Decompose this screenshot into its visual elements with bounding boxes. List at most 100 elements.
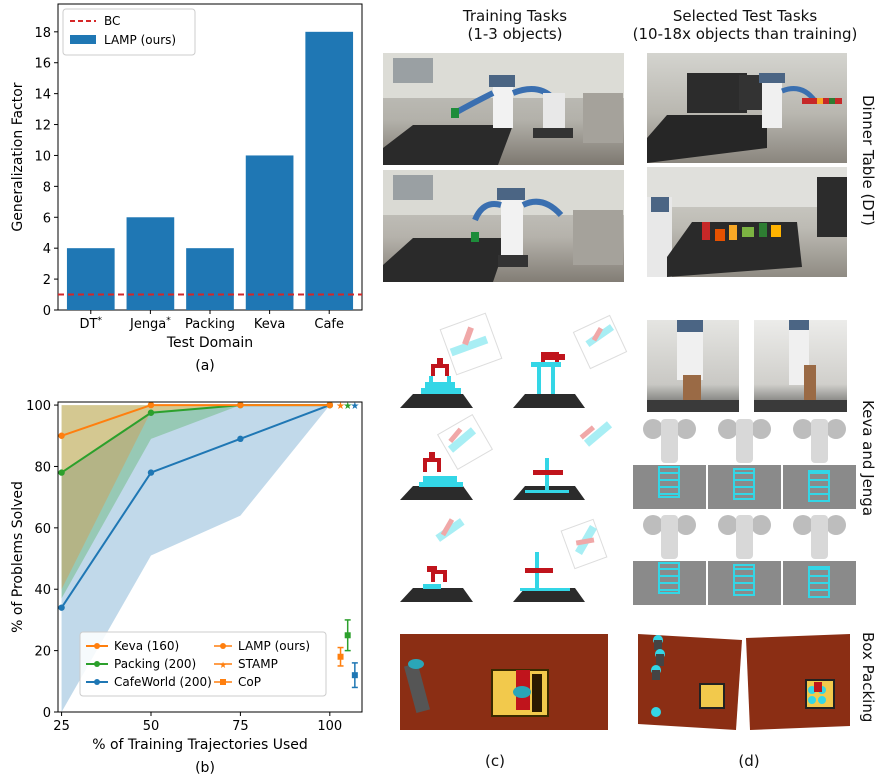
box-packing-test-render-1 — [638, 634, 742, 730]
y-axis-label: Generalization Factor — [10, 82, 26, 231]
robot-torso — [736, 419, 753, 463]
panel-a-caption: (a) — [195, 358, 215, 374]
y-tick-label: 8 — [43, 180, 51, 195]
robot-arm-left — [643, 515, 663, 535]
legend-series-marker — [94, 679, 100, 685]
bar — [245, 155, 294, 310]
keva-structure — [658, 562, 680, 594]
training-tasks-subtitle: (1-3 objects) — [467, 25, 563, 43]
legend-series-marker — [94, 643, 100, 649]
legend-series-label: Packing (200) — [114, 657, 196, 671]
dt-training-photo-2 — [383, 170, 624, 282]
keva-structure — [733, 468, 755, 500]
keva-render-1 — [400, 312, 503, 408]
confidence-band — [61, 405, 330, 590]
keva-test-render-5 — [708, 515, 781, 605]
y-tick-label: 16 — [34, 57, 51, 72]
y-tick-label: 4 — [43, 242, 51, 257]
robot-torso — [661, 419, 678, 463]
x-tick-label: 100 — [317, 719, 342, 734]
keva-training-renders — [400, 312, 628, 602]
robot-arm-right — [826, 515, 846, 535]
robot-torso — [736, 515, 753, 559]
legend-box — [79, 631, 327, 697]
keva-render-3 — [400, 413, 494, 500]
keva-test-renders — [633, 419, 856, 605]
legend-method-marker — [220, 643, 226, 649]
y-tick-label: 2 — [43, 273, 51, 288]
robot-arm-right — [676, 515, 696, 535]
keva-structure — [733, 564, 755, 596]
keva-test-render-4 — [633, 515, 706, 605]
robot-arm-left — [718, 515, 738, 535]
legend-lamp-label: LAMP (ours) — [104, 33, 176, 47]
bar — [66, 248, 115, 310]
panel-d-caption: (d) — [738, 752, 760, 770]
x-tick-label: DT* — [80, 316, 103, 332]
dt-test-photo-2 — [647, 167, 847, 277]
series-line — [60, 404, 331, 609]
cop-marker — [351, 672, 358, 679]
bar — [305, 31, 354, 311]
x-axis-label: Test Domain — [166, 335, 253, 351]
y-tick-label: 10 — [34, 149, 51, 164]
x-tick-label: Packing — [185, 317, 235, 332]
legend-method-label: STAMP — [238, 657, 278, 671]
bar — [126, 217, 175, 310]
box-packing-test-render-2 — [746, 634, 850, 730]
legend-bc-label: BC — [104, 14, 120, 28]
dt-training-photo-1 — [383, 53, 624, 165]
robot-arm-right — [826, 419, 846, 439]
x-tick-label: Keva — [254, 317, 286, 332]
row-label-box-packing: Box Packing — [859, 632, 877, 723]
y-tick-label: 12 — [34, 119, 51, 134]
data-point — [237, 435, 244, 443]
keva-test-render-6 — [783, 515, 856, 605]
legend-lamp-swatch — [70, 35, 96, 44]
legend: Keva (160) Packing (200) CafeWorld (200) LA… — [79, 631, 327, 697]
bar — [186, 248, 234, 310]
confidence-band — [61, 405, 330, 599]
stamp-marker: ★ — [336, 401, 345, 412]
y-tick-label: 60 — [34, 522, 51, 537]
data-point — [58, 604, 65, 611]
y-axis-label: % of Problems Solved — [10, 481, 26, 633]
legend-box — [62, 8, 196, 56]
robot-arm-left — [718, 419, 738, 439]
test-tasks-title: Selected Test Tasks — [672, 7, 818, 25]
y-tick-label: 0 — [43, 304, 51, 319]
robot-arm-right — [676, 419, 696, 439]
test-tasks-header: Selected Test Tasks (10-18x objects than… — [625, 7, 865, 43]
robot-torso — [811, 515, 828, 559]
y-tick-label: 40 — [34, 583, 51, 598]
robot-arm-left — [643, 419, 663, 439]
y-tick-label: 18 — [34, 26, 51, 41]
x-tick-label: 75 — [232, 719, 249, 734]
keva-test-render-3 — [783, 419, 856, 509]
data-point — [58, 432, 65, 439]
generalization-bar-chart: 0 2 4 6 8 10 12 14 16 18 DT* Jenga* Packing Keva Cafe G… — [10, 3, 363, 374]
test-tasks-subtitle: (10-18x objects than training) — [632, 25, 858, 43]
confidence-band — [61, 405, 330, 712]
jenga-test-photo-2 — [754, 320, 847, 412]
legend-method-marker — [220, 679, 226, 685]
legend-series-label: Keva (160) — [114, 639, 179, 653]
row-label-keva-jenga: Keva and Jenga — [859, 400, 877, 517]
training-tasks-title: Training Tasks — [462, 7, 568, 25]
y-tick-label: 6 — [43, 211, 51, 226]
keva-render-4 — [513, 421, 613, 500]
data-point — [326, 401, 334, 409]
jenga-test-photo-1 — [647, 320, 739, 412]
robot-arm-right — [751, 515, 771, 535]
keva-structure — [658, 466, 680, 498]
robot-arm-left — [793, 515, 813, 535]
series-line — [61, 404, 330, 437]
data-point — [147, 409, 155, 416]
x-tick-label: Cafe — [314, 317, 344, 332]
cop-marker — [344, 632, 351, 639]
data-point — [147, 401, 155, 409]
keva-test-render-1 — [633, 419, 706, 509]
keva-render-2 — [513, 314, 628, 408]
box-packing-training-render — [400, 634, 608, 730]
